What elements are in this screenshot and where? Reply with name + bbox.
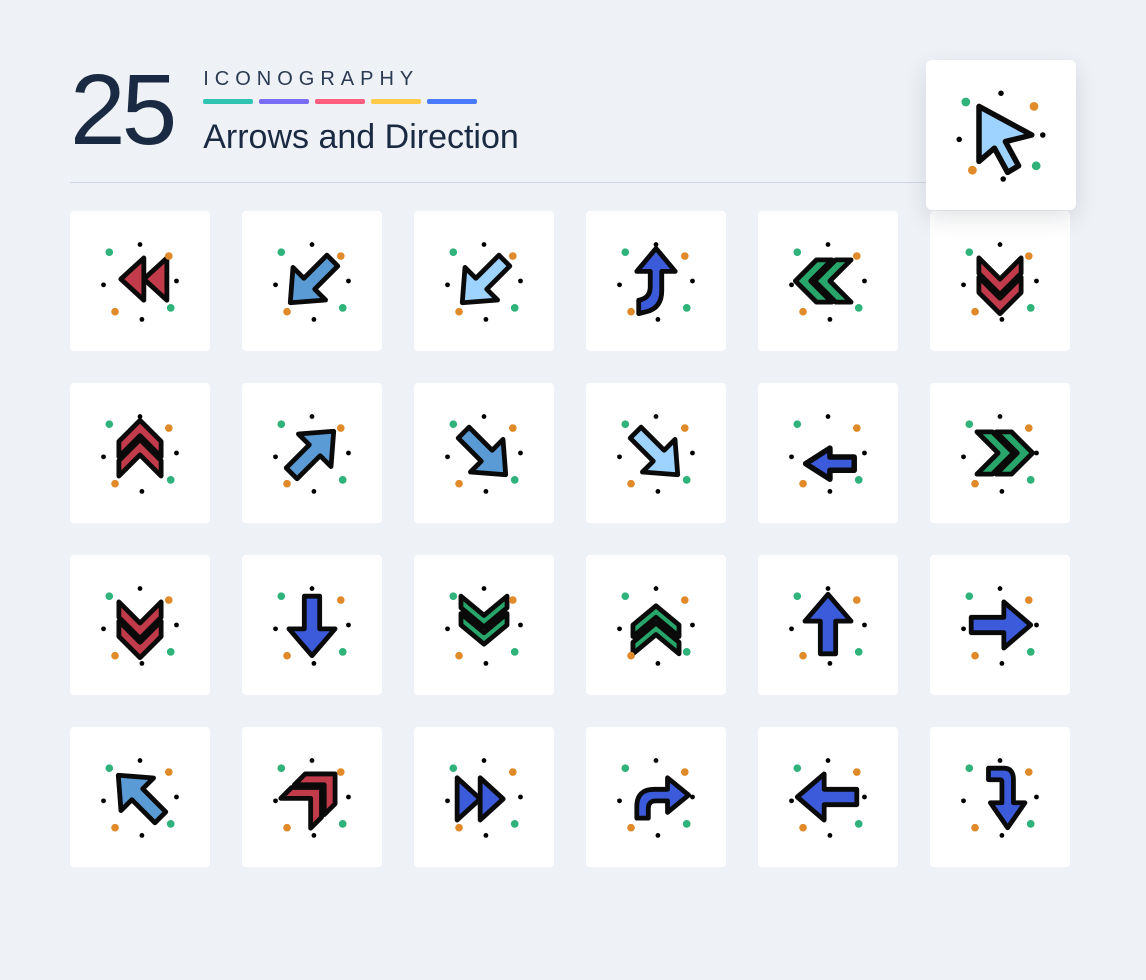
chevrons-up-right-red-icon	[242, 727, 382, 867]
rank-chevron-up-icon	[586, 555, 726, 695]
arrow-up-blue-icon	[758, 555, 898, 695]
color-swatch	[427, 99, 477, 104]
color-swatch	[203, 99, 253, 104]
icon-grid	[70, 211, 1076, 867]
chevrons-right-green-icon	[930, 383, 1070, 523]
arrow-down-blue-icon	[242, 555, 382, 695]
forward-double-right-icon	[414, 727, 554, 867]
arrow-back-left-icon	[758, 383, 898, 523]
arrow-turn-down-icon	[930, 727, 1070, 867]
chevrons-down-red-2-icon	[70, 555, 210, 695]
rank-chevron-down-icon	[414, 555, 554, 695]
cursor-arrow-icon	[946, 80, 1056, 190]
arrow-reply-right-icon	[586, 727, 726, 867]
rewind-double-left-icon	[70, 211, 210, 351]
arrow-merge-up-icon	[586, 211, 726, 351]
arrow-down-right-mid-icon	[414, 383, 554, 523]
color-swatch	[371, 99, 421, 104]
arrow-down-right-light-icon	[586, 383, 726, 523]
arrow-down-left-light-icon	[414, 211, 554, 351]
icon-count: 25	[70, 60, 173, 160]
chevrons-left-green-icon	[758, 211, 898, 351]
color-swatch	[315, 99, 365, 104]
chevrons-down-red-icon	[930, 211, 1070, 351]
feature-card	[926, 60, 1076, 210]
arrow-up-left-mid-icon	[70, 727, 210, 867]
chevrons-up-red-icon	[70, 383, 210, 523]
arrow-right-blue-icon	[930, 555, 1070, 695]
arrow-up-right-dots-icon	[242, 383, 382, 523]
color-swatch	[259, 99, 309, 104]
arrow-down-left-dots-icon	[242, 211, 382, 351]
arrow-left-blue-icon	[758, 727, 898, 867]
